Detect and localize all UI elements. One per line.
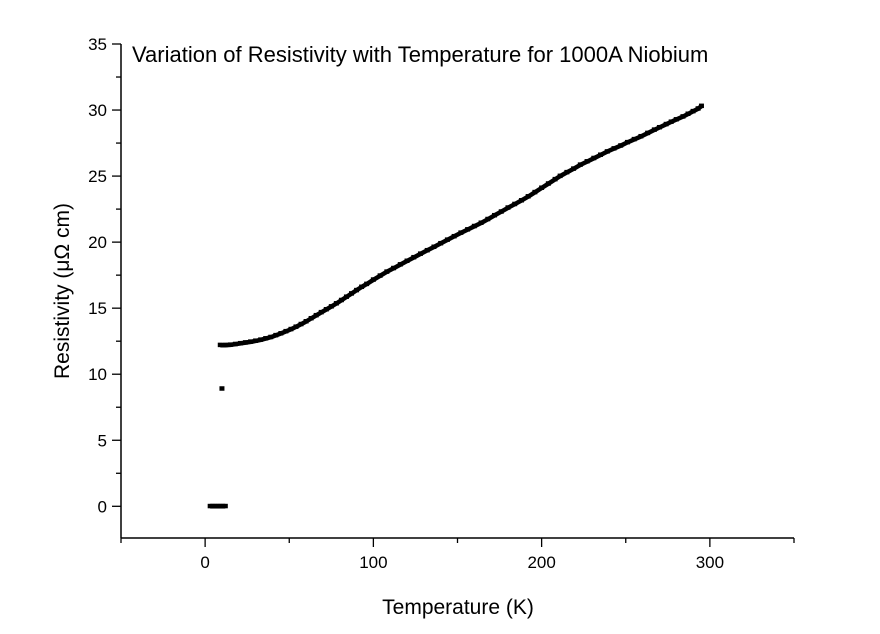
y-tick-label: 35 <box>88 35 107 54</box>
chart-title: Variation of Resistivity with Temperatur… <box>132 42 708 67</box>
data-point <box>219 386 225 391</box>
series-trace <box>220 104 703 348</box>
y-tick-label: 0 <box>98 497 107 516</box>
y-tick-labels: 0 5 10 15 20 25 30 35 <box>88 35 107 516</box>
y-axis-title: Resistivity (μΩ cm) <box>51 203 74 379</box>
series-superconducting <box>207 503 228 509</box>
data-point <box>698 103 704 109</box>
y-tick-label: 15 <box>88 299 107 318</box>
x-tick-label: 0 <box>200 553 209 572</box>
series-normal-state <box>217 103 704 348</box>
y-tick-label: 25 <box>88 167 107 186</box>
x-tick-label: 200 <box>527 553 555 572</box>
y-tick-label: 20 <box>88 233 107 252</box>
data-point <box>217 342 223 348</box>
x-axis-title: Temperature (K) <box>382 596 534 619</box>
data-points <box>207 103 704 509</box>
series-transition <box>219 386 225 391</box>
y-tick-label: 5 <box>98 431 107 450</box>
axes <box>112 43 795 547</box>
data-point <box>207 503 213 509</box>
y-tick-label: 10 <box>88 365 107 384</box>
x-tick-label: 300 <box>696 553 724 572</box>
y-tick-label: 30 <box>88 101 107 120</box>
x-tick-label: 100 <box>359 553 387 572</box>
data-point <box>222 503 228 509</box>
x-tick-labels: 0 100 200 300 <box>200 553 724 572</box>
